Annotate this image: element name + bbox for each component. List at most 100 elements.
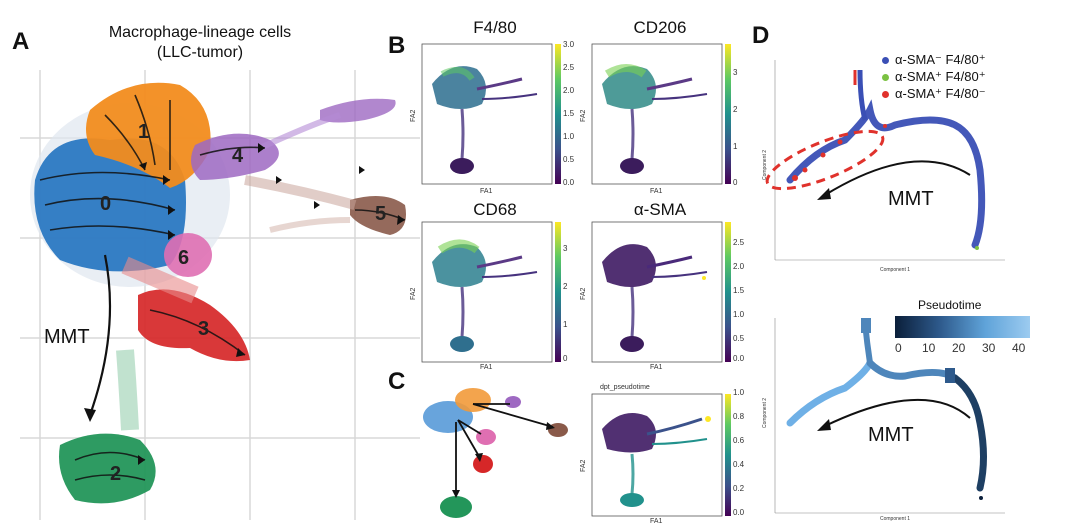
panel-b-plot2-colorbar xyxy=(725,44,731,184)
plot2-cb-tick: 2 xyxy=(733,105,738,114)
legend-dot-icon xyxy=(882,91,889,99)
panel-label-a: A xyxy=(12,28,30,55)
cluster-5-region xyxy=(350,196,406,235)
panel-c-pseudotime-embedding xyxy=(591,393,723,517)
plot4-cb-tick: 1.0 xyxy=(733,310,745,319)
plot1-cb-tick: 0.0 xyxy=(563,178,575,187)
panel-a-mmt-label: MMT xyxy=(44,326,90,348)
panel-d-bottom-mmt-arrow xyxy=(824,398,971,427)
legend-text: α-SMA⁺ F4/80⁺ xyxy=(895,69,986,84)
plot4-cb-tick: 2.0 xyxy=(733,262,745,271)
panel-b-plot3 xyxy=(421,221,553,363)
panel-b-plot1-title: F4/80 xyxy=(473,18,517,37)
plot4-xlabel: FA1 xyxy=(650,364,663,371)
pseudotime-tick: 30 xyxy=(982,341,996,355)
plot2-cb-tick: 0 xyxy=(733,178,738,187)
plot4-cb-tick: 1.5 xyxy=(733,286,745,295)
panel-b-plot1 xyxy=(421,43,553,185)
panelc-cb-tick: 0.4 xyxy=(733,460,745,469)
plot3-cb-tick: 2 xyxy=(563,282,568,291)
cluster-label-6: 6 xyxy=(178,247,189,269)
plot2-xlabel: FA1 xyxy=(650,188,663,195)
panel-d-bottom-mmt-label: MMT xyxy=(868,424,914,446)
plot1-cb-tick: 2.0 xyxy=(563,86,575,95)
panel-d-legend: α-SMA⁻ F4/80⁺ α-SMA⁺ F4/80⁺ α-SMA⁺ F4/80… xyxy=(882,52,986,103)
cluster-label-3: 3 xyxy=(198,318,209,340)
plot3-xlabel: FA1 xyxy=(480,364,493,371)
legend-item: α-SMA⁺ F4/80⁻ xyxy=(882,86,986,103)
pseudotime-title: Pseudotime xyxy=(918,298,982,312)
panelc-cb-tick: 0.6 xyxy=(733,436,745,445)
panel-d-bottom-ylabel: Component 2 xyxy=(762,397,768,428)
plot1-xlabel: FA1 xyxy=(480,188,493,195)
plot3-cb-tick: 1 xyxy=(563,320,568,329)
plot2-ylabel: FA2 xyxy=(580,109,587,122)
panel-label-d: D xyxy=(752,22,770,49)
cluster-2-region xyxy=(59,433,156,504)
legend-dot-icon xyxy=(882,74,889,82)
panel-c-colorbar xyxy=(725,394,731,516)
panelc-cb-tick: 0.0 xyxy=(733,508,745,517)
panel-d-top-ylabel: Component 2 xyxy=(762,149,768,180)
panel-b-plot4-colorbar xyxy=(725,222,731,362)
panel-c-plot-title: dpt_pseudotime xyxy=(600,384,650,391)
legend-text: α-SMA⁺ F4/80⁻ xyxy=(895,86,986,101)
panel-d-top-mmt-arrow xyxy=(824,160,971,196)
plot3-cb-tick: 0 xyxy=(563,354,568,363)
panel-b-plot3-title: CD68 xyxy=(473,200,517,219)
panel-b-plot4-title: α-SMA xyxy=(633,200,687,219)
plot4-cb-tick: 2.5 xyxy=(733,238,745,247)
panel-d-top-xlabel: Component 1 xyxy=(880,267,911,273)
panelc-ylabel: FA2 xyxy=(580,459,587,472)
legend-item: α-SMA⁺ F4/80⁺ xyxy=(882,69,986,86)
plot1-cb-tick: 1.5 xyxy=(563,109,575,118)
pseudotime-tick: 0 xyxy=(895,341,902,355)
panel-b-plot4 xyxy=(591,221,723,363)
panel-d-bottom-trajectory xyxy=(774,318,1005,514)
panel-d-top-mmt-label: MMT xyxy=(888,188,934,210)
panelc-xlabel: FA1 xyxy=(650,518,663,525)
panel-b-plot2 xyxy=(591,43,723,185)
cluster-6-region xyxy=(164,233,212,277)
legend-dot-icon xyxy=(882,57,889,65)
panelc-cb-tick: 1.0 xyxy=(733,388,745,397)
plot3-cb-tick: 3 xyxy=(563,244,568,253)
pseudotime-tick: 20 xyxy=(952,341,966,355)
pseudotime-colorbar xyxy=(895,316,1030,338)
plot4-cb-tick: 0.5 xyxy=(733,334,745,343)
cluster-3-region xyxy=(138,289,250,362)
panel-label-b: B xyxy=(388,32,406,59)
plot1-cb-tick: 3.0 xyxy=(563,40,575,49)
cluster-label-2: 2 xyxy=(110,463,121,485)
plot1-ylabel: FA2 xyxy=(410,109,417,122)
cluster-label-5: 5 xyxy=(375,203,386,225)
panel-d-bottom-xlabel: Component 1 xyxy=(880,516,911,522)
panel-b-plot3-colorbar xyxy=(555,222,561,362)
plot2-cb-tick: 1 xyxy=(733,142,738,151)
panel-b-plot1-colorbar xyxy=(555,44,561,184)
panel-a-mmt-arrow xyxy=(88,254,112,416)
panel-a-embedding: 0 1 2 3 4 5 6 xyxy=(20,70,420,520)
panel-b-plot2-title: CD206 xyxy=(633,18,687,37)
plot1-cb-tick: 0.5 xyxy=(563,155,575,164)
legend-item: α-SMA⁻ F4/80⁺ xyxy=(882,52,986,69)
plot1-cb-tick: 2.5 xyxy=(563,63,575,72)
plot4-cb-tick: 0.0 xyxy=(733,354,745,363)
cluster-4-region xyxy=(191,133,279,180)
legend-text: α-SMA⁻ F4/80⁺ xyxy=(895,52,986,67)
panel-d-top-trajectory xyxy=(765,60,1005,261)
panel-a-title-line2: (LLC-tumor) xyxy=(156,44,244,61)
plot4-ylabel: FA2 xyxy=(580,287,587,300)
plot2-cb-tick: 3 xyxy=(733,68,738,77)
red-dashed-highlight xyxy=(765,129,885,191)
cluster-label-4: 4 xyxy=(232,145,244,167)
panelc-cb-tick: 0.2 xyxy=(733,484,745,493)
plot3-ylabel: FA2 xyxy=(410,287,417,300)
panelc-cb-tick: 0.8 xyxy=(733,412,745,421)
panel-label-c: C xyxy=(388,368,406,395)
panel-c-paga-graph xyxy=(423,388,568,518)
cluster-label-0: 0 xyxy=(100,193,111,215)
plot1-cb-tick: 1.0 xyxy=(563,132,575,141)
pseudotime-tick: 40 xyxy=(1012,341,1026,355)
cluster-label-1: 1 xyxy=(138,121,149,143)
